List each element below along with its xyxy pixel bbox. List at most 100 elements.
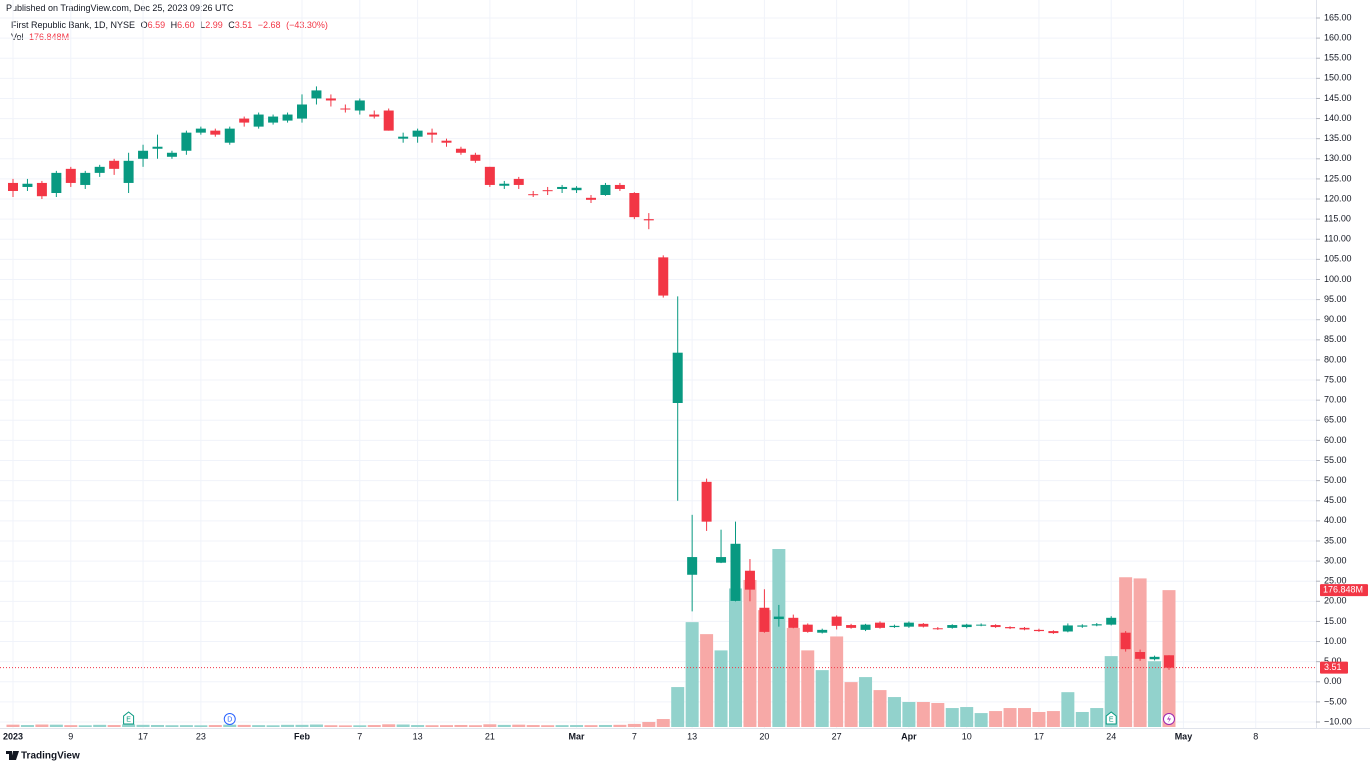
candle-body	[831, 616, 842, 626]
candle-body	[253, 114, 264, 127]
symbol: First Republic Bank, 1D, NYSE	[11, 20, 136, 30]
candle-body	[1091, 624, 1102, 626]
volume-bar	[1003, 708, 1017, 727]
volume-bar	[830, 636, 844, 727]
volume-bar	[931, 703, 945, 727]
legend-letter: O	[140, 20, 148, 30]
y-tick-label: 10.00	[1324, 636, 1347, 646]
candle-body	[586, 197, 596, 200]
x-tick-label: 17	[138, 731, 148, 741]
y-tick-label: 15.00	[1324, 616, 1347, 626]
candle-body	[109, 160, 120, 169]
volume-bar	[873, 690, 887, 727]
legend-letter: L	[200, 20, 206, 30]
change: −2.68	[257, 20, 281, 30]
volume-bar	[945, 708, 959, 727]
candle-body	[1005, 627, 1016, 629]
candle-body	[716, 557, 727, 563]
legend-value: 2.99	[205, 20, 223, 30]
volume-bar	[555, 725, 569, 727]
volume-bar	[685, 622, 699, 727]
y-tick-label: 85.00	[1324, 334, 1347, 344]
published-note: Published on TradingView.com, Dec 25, 20…	[6, 3, 234, 13]
candle-body	[947, 625, 958, 628]
x-tick-label: 17	[1034, 731, 1044, 741]
x-tick-label: 27	[832, 731, 842, 741]
candle-body	[210, 130, 221, 135]
volume-bar	[786, 627, 800, 727]
y-tick-label: 20.00	[1324, 596, 1347, 606]
candle-body	[860, 624, 871, 630]
volume-bar	[151, 724, 164, 727]
candle-body	[1120, 632, 1131, 650]
candle-body	[1062, 625, 1073, 632]
brand: TradingView	[21, 751, 80, 762]
candle-body	[889, 625, 900, 628]
volume-bar	[396, 724, 410, 727]
candle-body	[484, 166, 495, 185]
candle-body	[1149, 656, 1160, 660]
volume-bar	[338, 725, 352, 727]
y-tick-label: 60.00	[1324, 435, 1347, 445]
legend-letter: H	[170, 20, 178, 30]
volume-bar	[20, 725, 34, 727]
x-tick-label: 2023	[3, 731, 23, 741]
candle-body	[268, 116, 279, 123]
candle-body	[65, 168, 76, 183]
event-marker	[223, 713, 236, 725]
y-tick-label: 110.00	[1324, 234, 1351, 244]
candle-body	[903, 622, 914, 627]
x-tick-label: Mar	[569, 731, 586, 741]
candle-body	[1048, 631, 1059, 634]
x-tick-label: Apr	[901, 731, 917, 741]
candle-body	[138, 150, 149, 159]
volume-bar	[757, 610, 771, 727]
x-tick-label: 8	[1253, 731, 1258, 741]
x-tick-label: 24	[1106, 731, 1116, 741]
y-tick-label: 130.00	[1324, 153, 1352, 163]
candle-body	[80, 172, 91, 185]
y-tick-label: 40.00	[1324, 515, 1347, 525]
candle-body	[875, 622, 885, 628]
y-tick-label: −5.00	[1324, 696, 1347, 706]
candle-body	[1033, 629, 1044, 632]
candle-body	[152, 146, 163, 149]
volume-bar	[483, 724, 497, 727]
legend-high: H6.60	[171, 20, 195, 30]
candle-body	[658, 257, 669, 296]
last-volume-label: 176.848M	[1323, 585, 1363, 595]
legend-value: 3.51	[234, 20, 253, 30]
event-label: E	[126, 716, 131, 723]
volume-bar	[281, 724, 295, 727]
volume-bar	[1032, 711, 1046, 727]
candle-body	[427, 132, 438, 135]
candle-body	[325, 98, 336, 101]
legend-letter: C	[228, 20, 235, 30]
candle-body	[961, 624, 972, 628]
candle-body	[759, 607, 770, 632]
candle-body	[499, 183, 510, 186]
candle-body	[701, 481, 712, 522]
volume-bar	[136, 724, 150, 727]
volume-bar	[468, 725, 482, 727]
candle-body	[1077, 625, 1088, 627]
volume-bar	[454, 724, 468, 727]
x-tick-label: 7	[632, 731, 637, 741]
legend-low: L2.99	[200, 20, 223, 30]
y-tick-label: 100.00	[1324, 274, 1352, 284]
volume-bar	[208, 725, 222, 727]
volume-bar	[887, 697, 901, 727]
candle-body	[441, 140, 452, 143]
volume-bar	[541, 725, 555, 727]
candle-body	[354, 100, 365, 111]
candle-body	[744, 570, 755, 590]
candle-body	[528, 194, 539, 196]
candle-body	[542, 190, 553, 192]
volume-bar	[425, 725, 439, 727]
candle-body	[1106, 617, 1117, 625]
volume-bar	[598, 724, 612, 727]
candle-body	[224, 128, 235, 143]
y-tick-label: 125.00	[1324, 173, 1352, 183]
volume-bar	[165, 725, 179, 727]
volume-bar	[78, 725, 92, 727]
